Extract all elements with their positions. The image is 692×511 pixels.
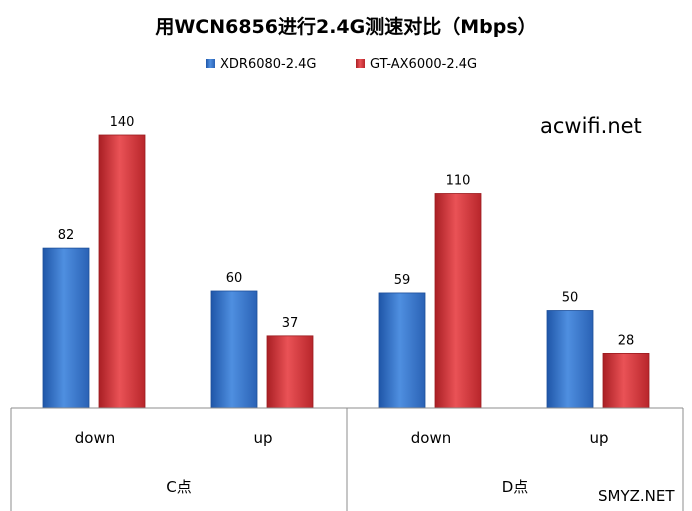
watermark-smyz: SMYZ.NET bbox=[598, 487, 675, 505]
data-label-xdr6080-g2-up: 50 bbox=[562, 291, 579, 306]
bars: 82 140 60 37 59 110 50 28 bbox=[42, 115, 650, 409]
data-label-gt-ax6000-g2-up: 28 bbox=[618, 333, 635, 348]
group-label-2: D点 bbox=[502, 478, 529, 496]
legend-label-gt-ax6000: GT-AX6000-2.4G bbox=[370, 57, 477, 72]
bar-xdr6080-g1-down bbox=[42, 247, 90, 409]
bar-xdr6080-g2-up bbox=[546, 310, 594, 409]
bar-gt-ax6000-g2-down bbox=[434, 193, 482, 409]
category-label-g1-down: down bbox=[75, 429, 115, 447]
bar-xdr6080-g2-down bbox=[378, 292, 426, 409]
data-label-xdr6080-g2-down: 59 bbox=[394, 273, 411, 288]
legend-label-xdr6080: XDR6080-2.4G bbox=[220, 57, 316, 72]
data-label-gt-ax6000-g2-down: 110 bbox=[446, 174, 471, 189]
bar-gt-ax6000-g2-up bbox=[602, 352, 650, 409]
category-label-g2-up: up bbox=[589, 429, 608, 447]
group-label-1: C点 bbox=[166, 478, 191, 496]
category-label-g1-up: up bbox=[253, 429, 272, 447]
data-label-gt-ax6000-g1-down: 140 bbox=[110, 115, 135, 130]
watermark-acwifi: acwifi.net bbox=[540, 114, 642, 138]
category-axis: down up C点 down up D点 bbox=[10, 407, 684, 511]
bar-gt-ax6000-g1-down bbox=[98, 134, 146, 409]
chart-title: 用WCN6856进行2.4G测速对比（Mbps） bbox=[155, 15, 536, 38]
bar-gt-ax6000-g1-up bbox=[266, 335, 314, 409]
data-label-xdr6080-g1-down: 82 bbox=[58, 228, 75, 243]
category-label-g2-down: down bbox=[411, 429, 451, 447]
data-label-xdr6080-g1-up: 60 bbox=[226, 271, 243, 286]
legend: XDR6080-2.4G GT-AX6000-2.4G bbox=[206, 57, 477, 72]
bar-xdr6080-g1-up bbox=[210, 290, 258, 409]
legend-swatch-xdr6080 bbox=[206, 59, 215, 68]
legend-swatch-gt-ax6000 bbox=[356, 59, 365, 68]
data-label-gt-ax6000-g1-up: 37 bbox=[282, 316, 299, 331]
